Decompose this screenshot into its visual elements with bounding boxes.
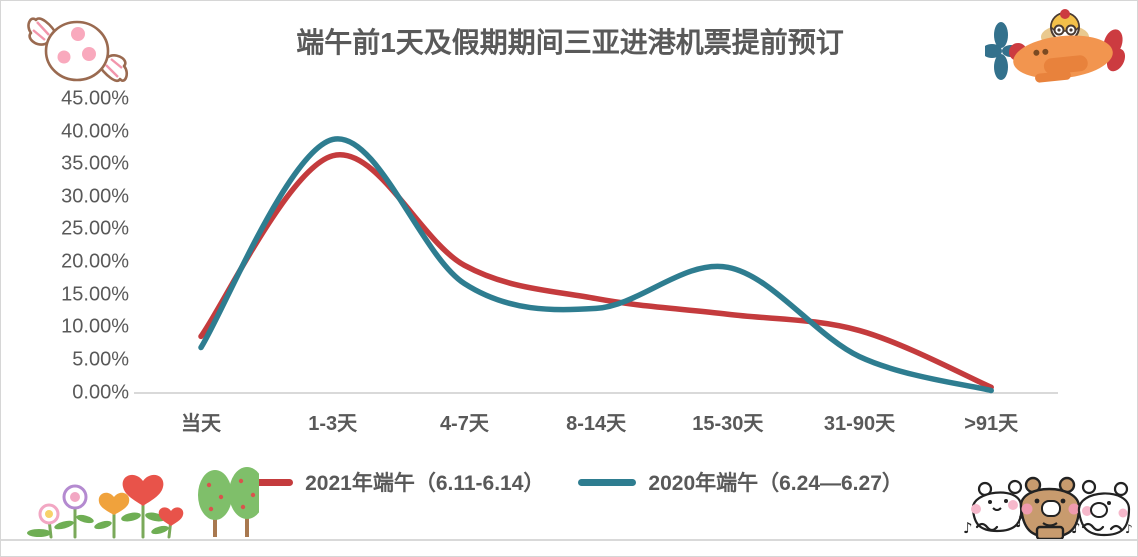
x-tick-label: 1-3天 — [308, 413, 358, 435]
airplane-icon — [985, 9, 1126, 83]
y-tick-label: 40.00% — [61, 120, 129, 143]
x-tick-label: 15-30天 — [692, 413, 764, 435]
legend-line-swatch-red — [235, 478, 294, 486]
legend-label-2021: 2021年端午（6.11-6.14） — [305, 472, 545, 495]
garden-icon — [27, 467, 259, 539]
music-note-icon: ♪ — [963, 519, 973, 537]
x-tick-label: >91天 — [964, 413, 1019, 435]
series-line-0 — [198, 152, 994, 391]
series-line-1 — [198, 136, 994, 394]
y-tick-label: 20.00% — [61, 250, 129, 273]
y-tick-label: 10.00% — [61, 315, 129, 338]
y-tick-label: 5.00% — [72, 348, 129, 371]
legend-line-swatch-teal — [578, 478, 637, 486]
chart-title: 端午前1天及假期期间三亚进港机票提前预订 — [296, 27, 844, 58]
legend-item-2020: 2020年端午（6.24—6.27） — [578, 467, 903, 497]
y-tick-label: 15.00% — [61, 283, 129, 306]
y-tick-label: 25.00% — [61, 217, 129, 240]
music-note-glyphs: ♪ ♪ ♪ ♪ — [963, 513, 1133, 537]
y-tick-label: 35.00% — [61, 152, 129, 175]
candy-icon — [27, 17, 128, 83]
music-note-icon: ♪ — [1125, 522, 1133, 536]
y-tick-label: 0.00% — [72, 381, 129, 403]
x-tick-label: 当天 — [181, 413, 221, 435]
music-note-icon: ♪ — [1015, 513, 1025, 531]
chart-legend: 2021年端午（6.11-6.14） 2020年端午（6.24—6.27） — [1, 467, 1137, 497]
bears-icon: ♪ ♪ ♪ ♪ — [963, 476, 1133, 539]
x-tick-label: 31-90天 — [823, 413, 896, 435]
x-tick-label: 4-7天 — [439, 413, 489, 435]
x-tick-label: 8-14天 — [566, 413, 627, 435]
bottom-divider-line — [1, 539, 1137, 541]
legend-label-2020: 2020年端午（6.24—6.27） — [648, 472, 903, 495]
music-note-icon: ♪ — [1071, 519, 1081, 537]
y-tick-label: 45.00% — [61, 87, 129, 110]
legend-item-2021: 2021年端午（6.11-6.14） — [235, 467, 544, 497]
y-tick-label: 30.00% — [61, 185, 129, 208]
